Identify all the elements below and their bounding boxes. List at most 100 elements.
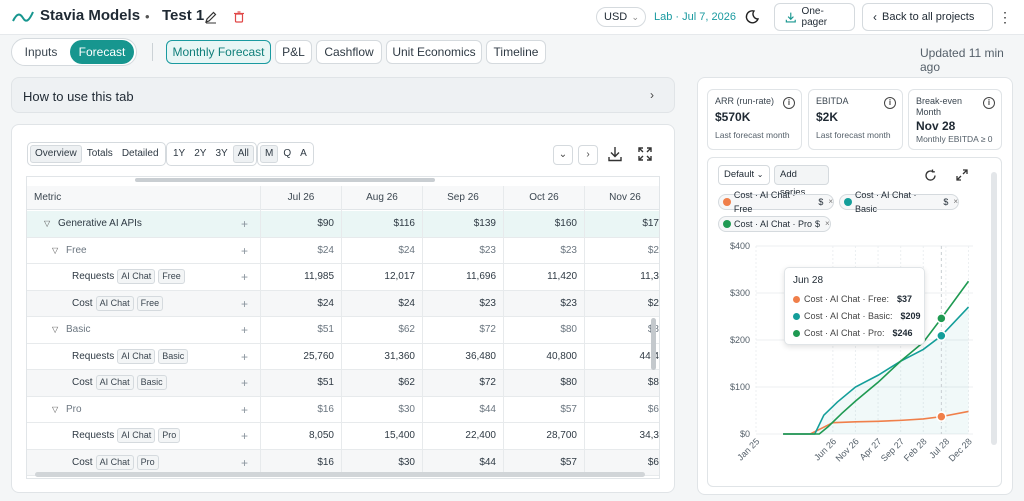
chevron-down-icon[interactable]: ▽ (52, 404, 59, 414)
view-totals[interactable]: Totals (86, 148, 113, 159)
nav-divider (152, 43, 153, 61)
table-cell: 36,480 (465, 350, 496, 362)
add-icon[interactable]: + (241, 349, 249, 364)
info-icon[interactable]: i (884, 97, 896, 109)
chevron-down-icon[interactable]: ▽ (44, 219, 51, 228)
refresh-icon[interactable] (923, 168, 938, 183)
next-period-button[interactable]: › (578, 145, 598, 165)
add-icon[interactable]: + (241, 323, 249, 337)
view-overview[interactable]: Overview (30, 145, 82, 163)
expand-icon[interactable] (955, 168, 969, 182)
add-icon[interactable]: + (241, 376, 249, 390)
column-divider (260, 186, 261, 472)
table-cell: $51 (317, 324, 334, 335)
row-tag: Free (158, 269, 185, 284)
table-cell: $24 (398, 297, 415, 309)
range-all[interactable]: All (232, 145, 254, 163)
view-detailed[interactable]: Detailed (121, 148, 159, 159)
column-header: Sep 26 (447, 192, 479, 203)
add-icon[interactable]: + (241, 217, 249, 231)
close-icon[interactable]: × (825, 219, 830, 228)
how-to-accordion[interactable] (11, 77, 675, 113)
add-icon[interactable]: + (241, 270, 249, 284)
chip-label: Cost · AI Chat · Free (733, 190, 796, 214)
row-label: Pro (66, 397, 82, 423)
chip-label: Cost · AI Chat · Basic (854, 190, 917, 214)
chevron-down-icon[interactable]: ▽ (52, 325, 59, 334)
add-icon[interactable]: + (241, 243, 249, 258)
row-tag: Pro (136, 454, 159, 470)
tab-unit-economics[interactable]: Unit Economics (386, 40, 482, 64)
tooltip-label: Cost · AI Chat · Free: (804, 294, 890, 304)
table-cell: $116 (393, 218, 415, 229)
series-color-dot (793, 329, 800, 337)
info-icon[interactable]: i (783, 97, 795, 109)
add-icon[interactable]: + (241, 402, 249, 417)
series-color-dot (723, 198, 731, 206)
pencil-icon[interactable] (204, 10, 218, 24)
collapse-rows-button[interactable]: ⌄ (553, 145, 573, 165)
table-cell: $62 (398, 377, 415, 388)
back-to-projects-button[interactable]: ‹ Back to all projects (862, 3, 993, 31)
mode-inputs[interactable]: Inputs (24, 45, 58, 59)
currency-select[interactable]: USD ⌄ (596, 7, 646, 27)
chart-tooltip (784, 267, 925, 345)
table-row[interactable] (27, 344, 659, 370)
panel-scrollbar[interactable] (991, 172, 997, 445)
table-cell: $30 (398, 403, 415, 415)
tooltip-label: Cost · AI Chat · Pro: (804, 328, 885, 338)
tab-cashflow[interactable]: Cashflow (316, 40, 382, 64)
series-chip[interactable]: Cost · AI Chat · Free $ × (718, 190, 834, 214)
close-icon[interactable]: × (828, 197, 833, 206)
table-cell: 11,420 (547, 271, 577, 282)
mode-forecast[interactable]: Forecast (70, 40, 134, 64)
add-icon[interactable]: + (241, 296, 249, 311)
add-series-button[interactable]: Add series (774, 165, 829, 198)
table-cell: $57 (560, 403, 577, 415)
period-annual[interactable]: A (300, 148, 307, 159)
series-line (783, 306, 970, 435)
series-chip[interactable]: Cost · AI Chat · Pro $ × (718, 216, 831, 232)
close-icon[interactable]: × (953, 197, 958, 206)
kpi-break-even: Break-even Month Nov 28 Monthly EBITDA ≥… (908, 89, 1002, 150)
download-icon[interactable] (606, 145, 624, 163)
period-quarter[interactable]: Q (283, 148, 292, 159)
tab-pnl[interactable]: P&L (275, 40, 312, 64)
chevron-down-icon[interactable]: ▽ (52, 245, 59, 255)
table-row[interactable] (27, 211, 659, 238)
column-divider (584, 186, 585, 472)
period-month[interactable]: M (260, 145, 279, 163)
chevron-left-icon: ‹ (873, 10, 877, 24)
tab-monthly-forecast[interactable]: Monthly Forecast (166, 40, 271, 64)
range-2y[interactable]: 2Y (194, 148, 207, 159)
table-row[interactable] (27, 238, 659, 264)
row-label-text: Requests (72, 430, 115, 441)
moon-icon[interactable] (744, 9, 760, 25)
range-3y[interactable]: 3Y (215, 148, 228, 159)
add-icon[interactable]: + (241, 455, 249, 470)
series-chip[interactable]: Cost · AI Chat · Basic $ × (839, 190, 959, 214)
one-pager-button[interactable]: One-pager (774, 3, 855, 31)
add-icon[interactable]: + (241, 429, 249, 443)
tooltip-value: $209 (900, 311, 921, 321)
range-1y[interactable]: 1Y (173, 148, 186, 159)
info-icon[interactable]: i (983, 97, 995, 109)
table-cell: $23 (479, 297, 496, 309)
trash-icon[interactable] (232, 10, 246, 24)
more-menu-icon[interactable]: ⋮ (998, 9, 1012, 25)
vertical-scrollbar[interactable] (651, 318, 656, 370)
metric-header: Metric (34, 192, 62, 203)
row-label: Requests AI Chat Basic (72, 344, 189, 370)
horizontal-scrollbar[interactable] (35, 472, 645, 477)
tooltip-label: Cost · AI Chat · Basic: (804, 311, 893, 321)
table-row[interactable] (27, 397, 659, 423)
table-row[interactable] (27, 264, 659, 291)
table-row[interactable] (27, 317, 659, 344)
expand-icon[interactable] (636, 145, 654, 163)
table-cell: $44 (479, 456, 496, 468)
preset-select[interactable]: Default ⌄ (718, 165, 770, 185)
tab-timeline[interactable]: Timeline (486, 40, 546, 64)
chevron-right-icon[interactable]: › (650, 88, 654, 102)
horizontal-scrollbar-top[interactable] (135, 178, 435, 182)
table-row[interactable] (27, 423, 659, 450)
